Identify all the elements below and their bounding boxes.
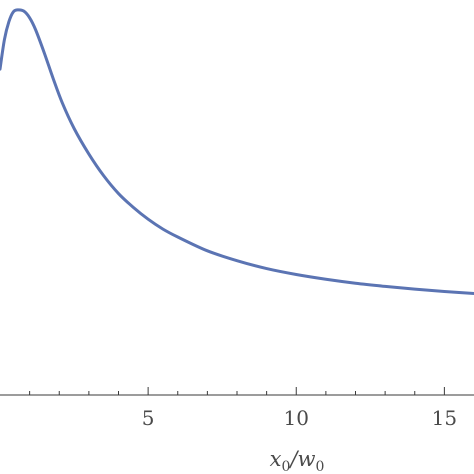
x-tick-label: 15	[432, 406, 457, 430]
x-tick-label: 10	[284, 406, 309, 430]
series-layer	[0, 8, 474, 295]
x-tick-label: 5	[142, 406, 155, 430]
x-axis-label: x0/w0	[270, 447, 325, 474]
series-line	[0, 8, 474, 295]
x-ticks: 5 10 15	[29, 387, 457, 430]
